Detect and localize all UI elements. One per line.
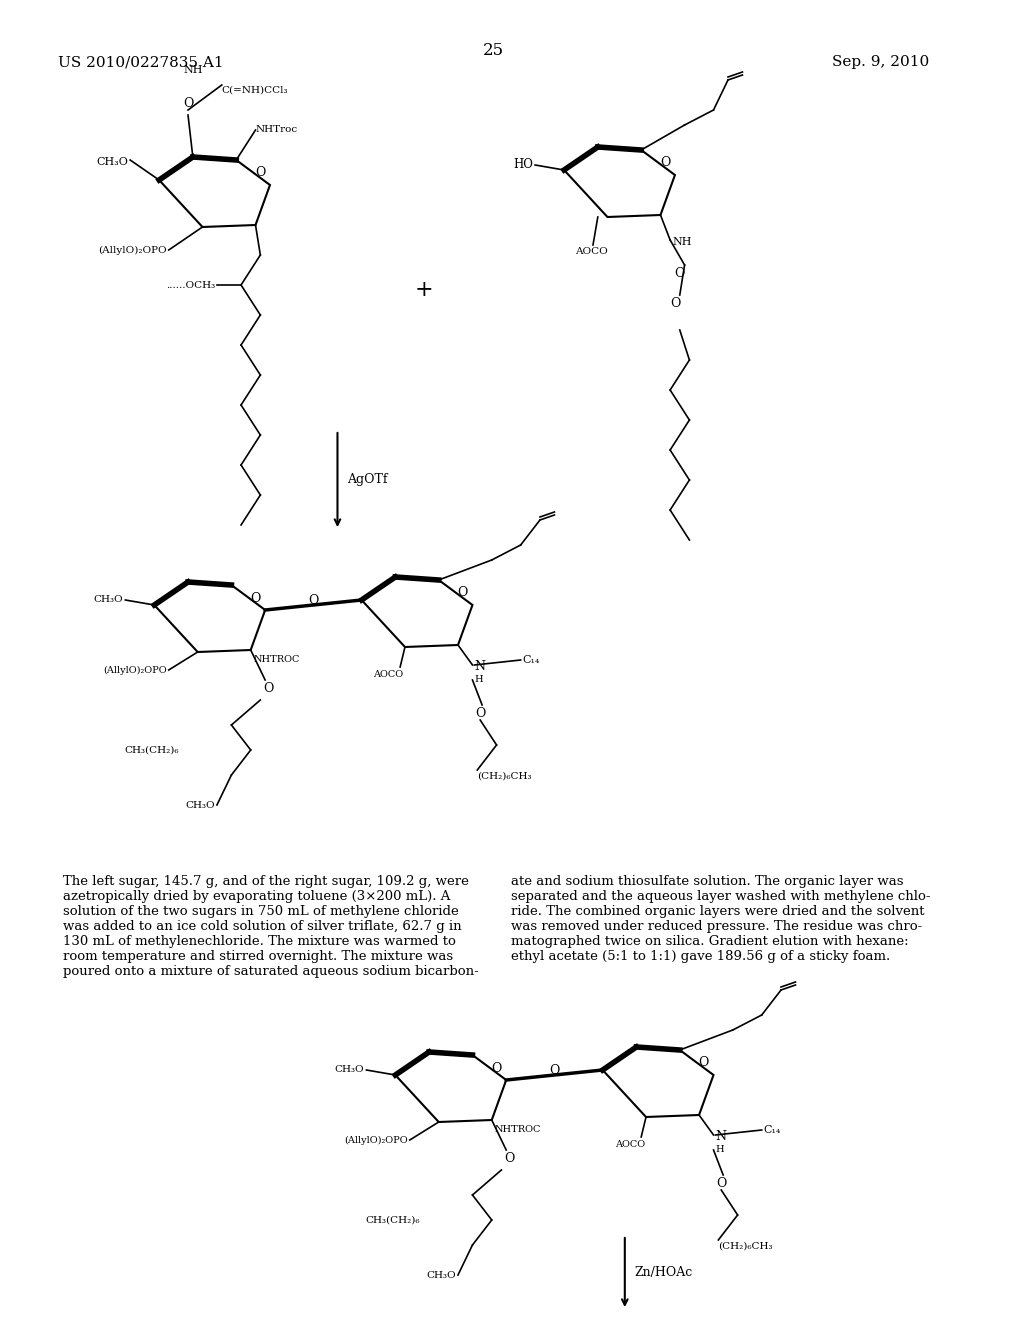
Text: O: O [660,157,671,169]
Text: O: O [492,1061,502,1074]
Text: O: O [183,96,194,110]
Text: US 2010/0227835 A1: US 2010/0227835 A1 [57,55,223,69]
Text: O: O [504,1152,515,1166]
Text: The left sugar, 145.7 g, and of the right sugar, 109.2 g, were
azetropically dri: The left sugar, 145.7 g, and of the righ… [62,875,478,978]
Text: CH₃O: CH₃O [335,1065,365,1074]
Text: HO: HO [513,158,534,172]
Text: CH₃O: CH₃O [96,157,128,168]
Text: O: O [255,166,265,180]
Text: O: O [308,594,318,606]
Text: N: N [474,660,485,673]
Text: CH₃(CH₂)₆: CH₃(CH₂)₆ [365,1216,420,1225]
Text: N: N [716,1130,726,1143]
Text: AOCO: AOCO [614,1140,645,1148]
Text: (CH₂)₆CH₃: (CH₂)₆CH₃ [718,1242,773,1251]
Text: CH₃(CH₂)₆: CH₃(CH₂)₆ [124,746,178,755]
Text: +: + [415,279,433,301]
Text: H: H [474,675,483,684]
Text: (AllylO)₂OPO: (AllylO)₂OPO [98,246,167,255]
Text: ate and sodium thiosulfate solution. The organic layer was
separated and the aqu: ate and sodium thiosulfate solution. The… [511,875,931,964]
Text: NHTROC: NHTROC [254,656,300,664]
Text: (CH₂)₆CH₃: (CH₂)₆CH₃ [477,772,531,781]
Text: ......OCH₃: ......OCH₃ [166,281,215,289]
Text: AOCO: AOCO [374,671,403,678]
Text: AgOTf: AgOTf [347,474,388,487]
Text: AOCO: AOCO [574,247,607,256]
Text: NHTROC: NHTROC [495,1126,541,1134]
Text: O: O [263,682,273,696]
Text: C₁₄: C₁₄ [522,655,540,665]
Text: (AllylO)₂OPO: (AllylO)₂OPO [344,1135,408,1144]
Text: CH₃O: CH₃O [94,595,124,605]
Text: H: H [716,1144,724,1154]
Text: O: O [670,297,680,310]
Text: C₁₄: C₁₄ [764,1125,781,1135]
Text: Zn/HOAc: Zn/HOAc [635,1266,692,1279]
Text: O: O [549,1064,559,1077]
Text: O: O [250,591,261,605]
Text: O: O [698,1056,709,1069]
Text: NHTroc: NHTroc [256,125,298,135]
Text: NH: NH [183,65,203,75]
Text: Sep. 9, 2010: Sep. 9, 2010 [833,55,930,69]
Text: 25: 25 [483,42,504,59]
Text: CH₃O: CH₃O [426,1270,456,1279]
Text: O: O [458,586,468,599]
Text: O: O [675,267,685,280]
Text: CH₃O: CH₃O [185,800,215,809]
Text: O: O [716,1177,726,1191]
Text: NH: NH [672,238,691,247]
Text: (AllylO)₂OPO: (AllylO)₂OPO [103,665,167,675]
Text: C(=NH)CCl₃: C(=NH)CCl₃ [222,86,289,95]
Text: O: O [475,708,485,719]
